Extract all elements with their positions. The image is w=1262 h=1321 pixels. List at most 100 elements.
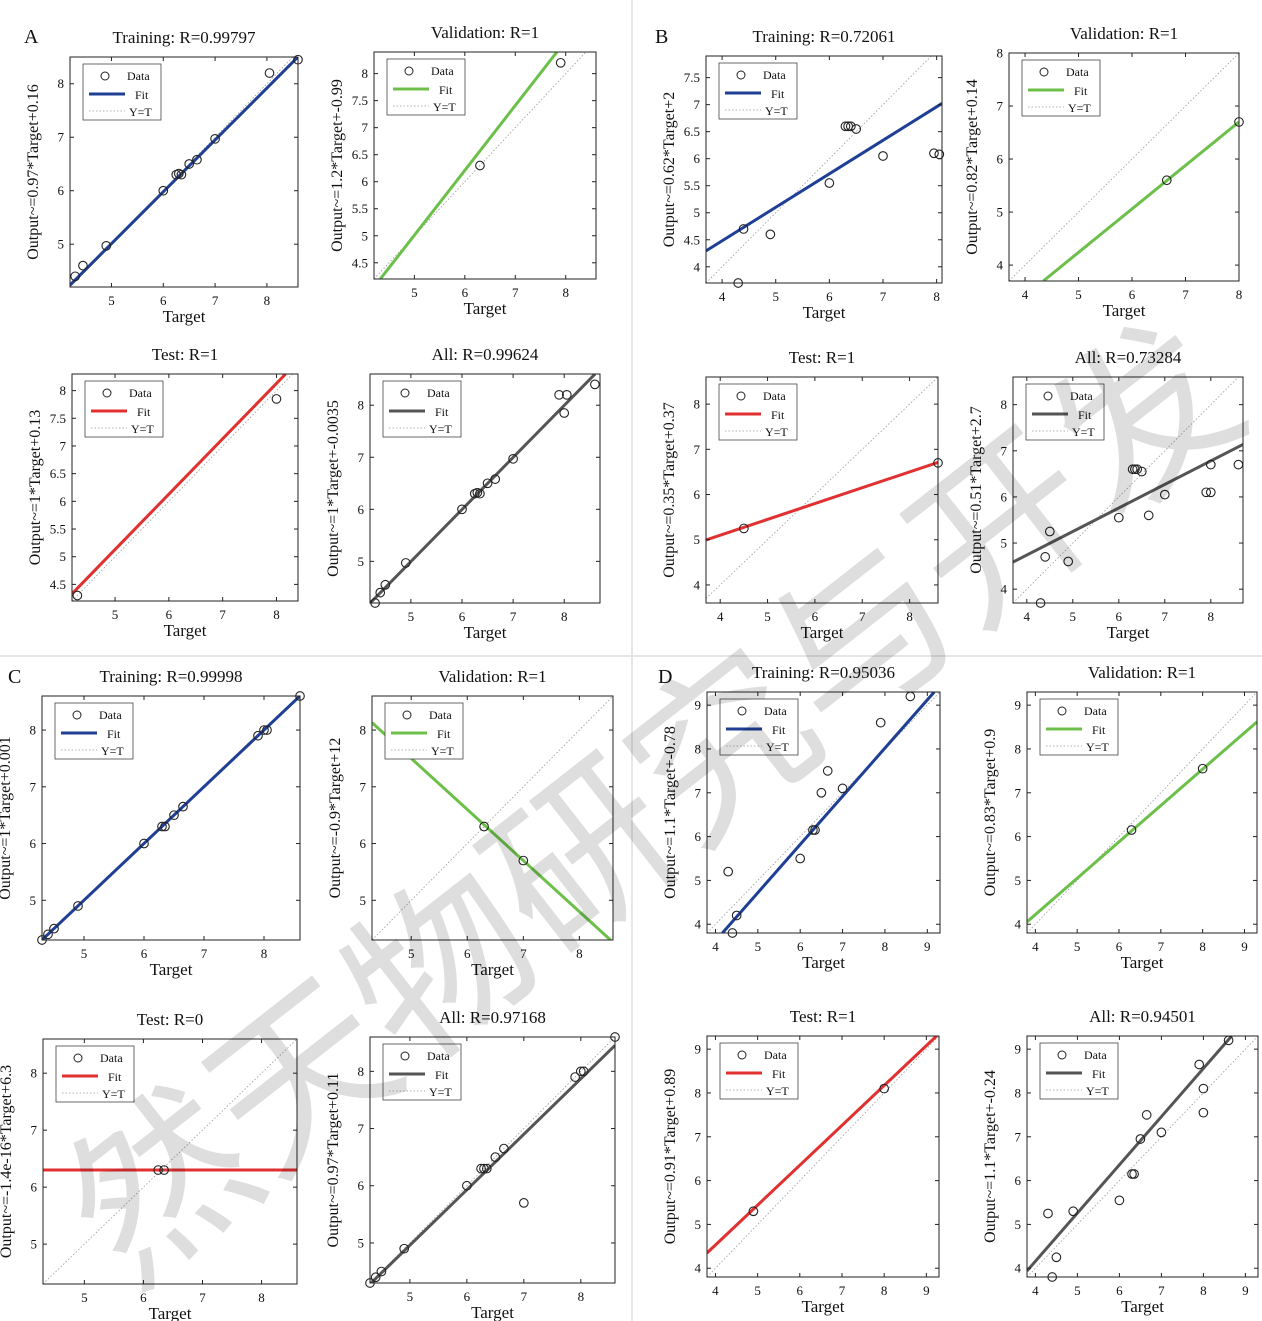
x-tick-label: 8 [562,285,569,300]
x-tick-label: 5 [755,939,762,954]
y-tick-label: 5 [360,893,367,908]
y-tick-label: 5 [58,237,65,252]
y-tick-label: 6 [1001,489,1008,504]
data-point [160,821,170,832]
y-tick-label: 6 [31,1180,38,1195]
x-tick-label: 8 [882,939,889,954]
data-point [139,838,149,849]
data-point [72,590,83,601]
legend-yt-label: Y=T [429,422,452,436]
data-point [1132,464,1143,475]
legend-yt-label: Y=T [1072,425,1095,439]
y-axis-label: Output~=0.51*Target+2.7 [968,406,985,574]
legend-data-marker [100,71,110,81]
subplot-title: Validation: R=1 [1070,24,1178,43]
x-tick-label: 8 [933,289,940,304]
x-axis-label: Target [802,953,845,972]
x-tick-label: 8 [273,607,280,622]
legend-fit-label: Fit [771,87,785,101]
x-tick-label: 7 [510,609,517,624]
y-tick-label: 4 [694,577,701,592]
y-tick-label: 5 [362,228,369,243]
legend-fit-label: Fit [1074,84,1088,98]
x-tick-label: 6 [1116,609,1123,624]
data-point [490,1152,501,1162]
fit-line [1013,443,1243,564]
x-tick-label: 5 [754,1283,761,1298]
y-tick-label: 9 [695,1042,702,1057]
panel-letter-b: B [655,26,669,48]
legend-data-marker [73,1053,83,1063]
x-axis-label: Target [1121,953,1164,972]
reference-line [1009,53,1239,281]
x-tick-label: 7 [212,293,219,308]
legend-data-label: Data [763,68,786,82]
y-tick-label: 7.5 [50,411,66,426]
data-point [380,579,391,590]
data-point [554,389,564,400]
data-point [370,1272,381,1283]
data-point [1161,175,1172,186]
x-tick-label: 7 [1162,609,1169,624]
legend-data-marker [1057,1050,1067,1060]
subplot-14: 4 5 6 7 8 9 4 5 6 7 8 9 Validation: R=1 Target Output~… [982,663,1258,972]
x-axis-label: Target [164,621,207,640]
x-tick-label: 5 [81,946,88,961]
y-tick-label: 7 [362,120,369,135]
y-tick-label: 6 [360,836,367,851]
y-tick-label: 5 [1015,873,1022,888]
y-tick-label: 8 [58,76,65,91]
y-tick-label: 5 [695,873,702,888]
subplot-9: 5 6 7 8 5 6 7 8 Training: R=0.99998 Target Output~… [0,667,305,979]
y-tick-label: 5 [1001,536,1008,551]
data-point [1126,825,1137,835]
y-tick-label: 4 [695,1261,702,1276]
reference-line [706,56,932,283]
data-point [1063,556,1074,567]
legend-data-label: Data [1084,1048,1107,1062]
data-point [1197,763,1208,774]
panel-letter-d: D [658,666,673,688]
y-tick-label: 6 [358,1178,365,1193]
y-tick-label: 9 [695,698,702,713]
y-axis-label: Output~=1*Target+0.13 [27,410,44,566]
y-tick-label: 5 [695,1217,702,1232]
x-tick-label: 7 [201,946,208,961]
x-tick-label: 6 [1116,1283,1123,1298]
y-tick-label: 4.5 [352,255,368,270]
data-point [590,379,600,390]
y-tick-label: 8 [1001,397,1008,412]
x-tick-label: 8 [578,1289,585,1304]
y-tick-label: 7 [31,1123,38,1138]
y-tick-label: 5.5 [352,201,368,216]
y-tick-label: 6 [695,1173,702,1188]
fit-line [370,1044,615,1283]
horizontal-divider [0,655,1262,657]
x-tick-label: 7 [839,1283,846,1298]
subplot-title: Test: R=1 [790,1007,856,1026]
y-tick-label: 8 [360,723,367,738]
subplot-title: Test: R=1 [152,345,218,364]
data-point [570,1072,580,1082]
y-tick-label: 5 [30,893,37,908]
legend-data-marker [1039,67,1049,77]
x-axis-label: Target [801,623,844,642]
x-axis-label: Target [1103,301,1146,320]
data-point [1114,1195,1125,1206]
x-tick-label: 8 [1236,287,1243,302]
y-tick-label: 5 [1015,1217,1022,1232]
subplot-15: 4 5 6 7 8 9 4 5 6 7 8 9 Test: R=1 Target Output~=0.91*… [662,1007,940,1316]
subplot-title: Validation: R=1 [438,667,546,686]
y-tick-label: 6 [358,502,365,517]
y-axis-label: Output~=0.62*Target+2 [661,92,678,248]
y-tick-label: 5 [997,205,1004,220]
data-point [845,121,856,132]
subplot-6: 4 5 6 7 8 4 5 6 7 8 Validation: R=1 Target Output~=0… [964,24,1244,320]
y-tick-label: 5 [694,205,701,220]
x-tick-label: 6 [1116,939,1123,954]
y-tick-label: 7 [360,779,367,794]
legend-data-marker [72,710,82,720]
legend-fit-label: Fit [137,405,151,419]
x-tick-label: 5 [764,609,771,624]
y-tick-label: 7.5 [352,93,368,108]
